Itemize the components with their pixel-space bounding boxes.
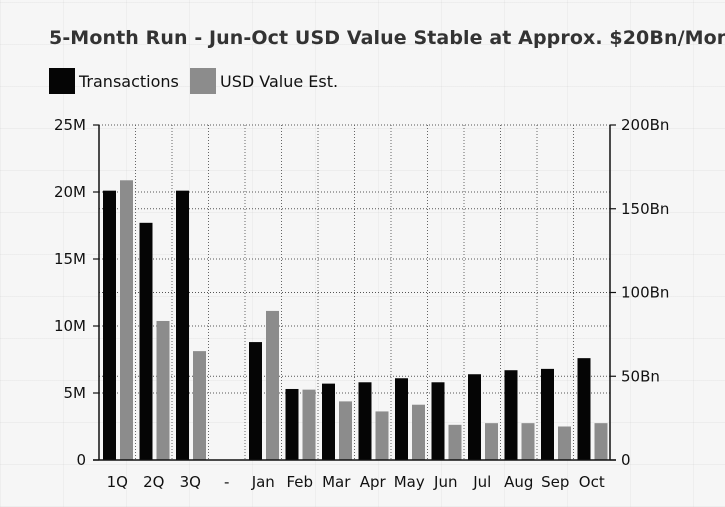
x-tick-label: Apr xyxy=(360,473,387,491)
tick-labels: 0 5M 10M 15M 20M 25M 0 50Bn 100Bn 150Bn 200Bn 1Q 2Q 3… xyxy=(54,116,669,491)
bar-transactions[interactable] xyxy=(103,190,116,460)
bar-transactions[interactable] xyxy=(139,222,153,460)
bar-usd-value[interactable] xyxy=(594,423,608,460)
bar-usd-value[interactable] xyxy=(156,320,170,460)
y-left-tick-label: 20M xyxy=(54,183,86,201)
y-left-tick-label: 25M xyxy=(54,116,86,134)
bar-transactions[interactable] xyxy=(468,374,481,460)
bars xyxy=(103,180,608,460)
legend-label-usd-value: USD Value Est. xyxy=(220,72,339,91)
x-tick-label: 1Q xyxy=(107,473,128,491)
x-tick-label: Oct xyxy=(579,473,605,491)
y-right-tick-label: 0 xyxy=(621,451,631,469)
legend-label-transactions: Transactions xyxy=(79,72,179,91)
x-tick-label: 3Q xyxy=(180,473,201,491)
grid-lines xyxy=(99,124,610,460)
bar-transactions[interactable] xyxy=(395,378,408,460)
legend-swatch-usd-value xyxy=(190,68,216,94)
bar-usd-value[interactable] xyxy=(266,310,279,460)
y-left-tick-label: 5M xyxy=(64,384,87,402)
bar-transactions[interactable] xyxy=(358,382,372,460)
axes xyxy=(93,124,616,461)
bar-transactions[interactable] xyxy=(322,383,335,460)
x-tick-label: - xyxy=(224,473,229,491)
y-left-tick-label: 15M xyxy=(54,250,86,268)
x-tick-label: Feb xyxy=(286,473,313,491)
x-tick-label: 2Q xyxy=(143,473,164,491)
y-left-tick-label: 10M xyxy=(54,317,86,335)
y-right-tick-label: 200Bn xyxy=(621,116,669,134)
chart-title: 5-Month Run - Jun-Oct USD Value Stable a… xyxy=(49,27,725,49)
bar-usd-value[interactable] xyxy=(412,404,425,460)
bar-transactions[interactable] xyxy=(431,382,445,460)
legend-swatch-transactions xyxy=(49,68,75,94)
x-tick-label: Jan xyxy=(251,473,275,491)
bar-transactions[interactable] xyxy=(176,190,189,460)
bar-usd-value[interactable] xyxy=(302,389,316,460)
y-right-tick-label: 100Bn xyxy=(621,284,669,302)
bar-usd-value[interactable] xyxy=(521,423,535,460)
y-right-tick-label: 50Bn xyxy=(621,367,660,385)
x-tick-label: Sep xyxy=(541,473,569,491)
bar-transactions[interactable] xyxy=(249,342,262,460)
bar-transactions[interactable] xyxy=(504,370,518,460)
x-tick-label: May xyxy=(394,473,425,491)
bar-transactions[interactable] xyxy=(541,368,554,460)
y-left-tick-label: 0 xyxy=(76,451,86,469)
bar-usd-value[interactable] xyxy=(193,351,206,460)
bar-transactions[interactable] xyxy=(577,358,591,460)
bar-usd-value[interactable] xyxy=(448,424,462,460)
bar-transactions[interactable] xyxy=(285,388,299,460)
bar-usd-value[interactable] xyxy=(485,423,498,460)
bar-usd-value[interactable] xyxy=(558,426,571,461)
bar-usd-value[interactable] xyxy=(120,180,133,460)
x-tick-label: Mar xyxy=(322,473,351,491)
x-tick-label: Jun xyxy=(433,473,457,491)
x-tick-label: Aug xyxy=(504,473,533,491)
y-right-tick-label: 150Bn xyxy=(621,200,669,218)
bar-usd-value[interactable] xyxy=(339,401,352,460)
x-tick-label: Jul xyxy=(472,473,491,491)
bar-usd-value[interactable] xyxy=(375,411,389,460)
